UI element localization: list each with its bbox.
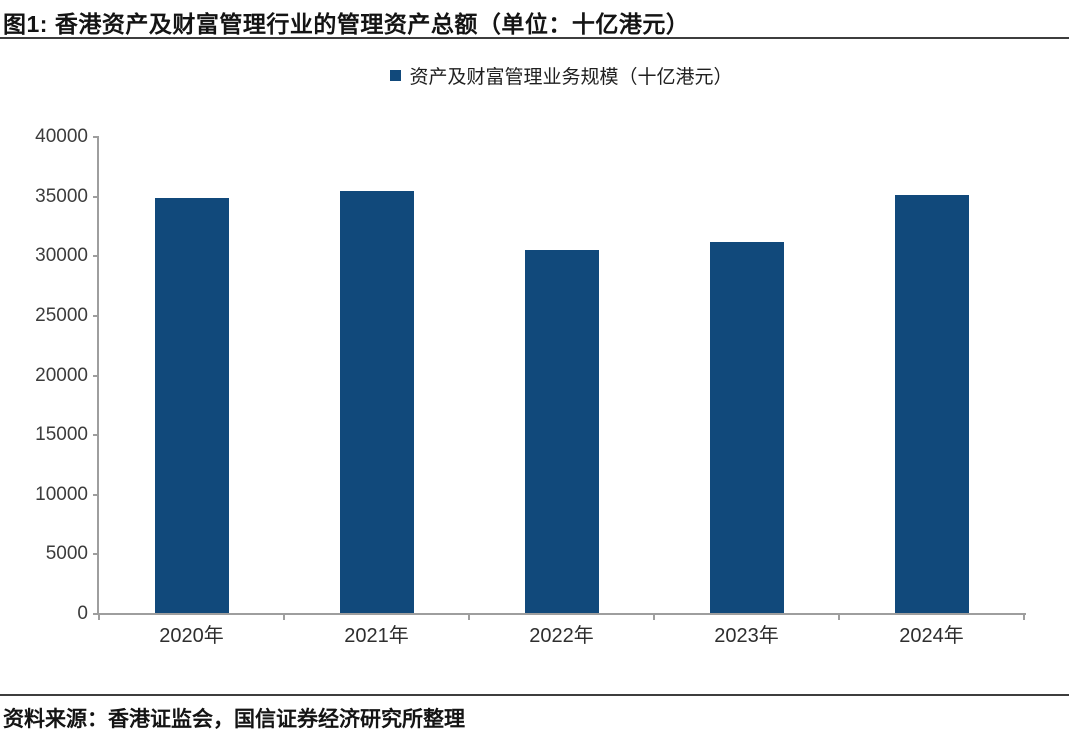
x-axis-category-label: 2023年	[714, 625, 779, 647]
source-divider	[0, 694, 1069, 696]
x-axis-tick	[468, 614, 470, 620]
x-axis-tick	[98, 614, 100, 620]
y-axis-tick	[93, 314, 99, 317]
x-axis-category-label: 2020年	[159, 625, 224, 647]
x-axis-category-label: 2024年	[899, 625, 964, 647]
source-note: 资料来源：香港证监会，国信证券经济研究所整理	[3, 708, 465, 731]
y-axis-tick	[93, 493, 99, 496]
y-axis-tick	[93, 434, 99, 437]
y-axis-tick-label: 40000	[35, 126, 88, 147]
y-axis-tick-label: 35000	[35, 185, 88, 207]
chart-legend: 资产及财富管理业务规模（十亿港元）	[99, 62, 1024, 89]
y-axis-tick-label: 5000	[45, 543, 88, 565]
x-axis-tick	[283, 614, 285, 620]
y-axis-tick-label: 30000	[35, 245, 88, 267]
bar	[155, 198, 229, 614]
y-axis-tick-label: 20000	[35, 364, 88, 386]
y-axis-line	[97, 136, 99, 615]
y-axis-tick	[93, 374, 99, 377]
x-axis-category-label: 2021年	[344, 625, 409, 647]
y-axis-tick-label: 10000	[35, 483, 88, 505]
y-axis-tick	[93, 195, 99, 198]
x-axis-tick	[1023, 614, 1025, 620]
bar	[525, 250, 599, 614]
x-axis-category-label: 2022年	[529, 625, 594, 647]
y-axis-tick	[93, 613, 99, 615]
y-axis-tick-label: 0	[77, 603, 88, 624]
y-axis-tick	[93, 136, 99, 138]
legend-marker-icon	[390, 70, 402, 81]
bar	[340, 191, 414, 614]
x-axis-tick	[838, 614, 840, 620]
y-axis-tick-label: 15000	[35, 424, 88, 446]
x-axis-tick	[653, 614, 655, 620]
y-axis-tick-label: 25000	[35, 304, 88, 326]
bar	[710, 242, 784, 614]
figure-title: 图1: 香港资产及财富管理行业的管理资产总额（单位：十亿港元）	[3, 11, 690, 37]
y-axis-tick	[93, 255, 99, 258]
y-axis-tick	[93, 553, 99, 556]
x-axis-line	[97, 613, 1026, 615]
bar	[895, 195, 969, 614]
legend-label: 资产及财富管理业务规模（十亿港元）	[409, 67, 733, 88]
title-divider	[0, 37, 1069, 39]
